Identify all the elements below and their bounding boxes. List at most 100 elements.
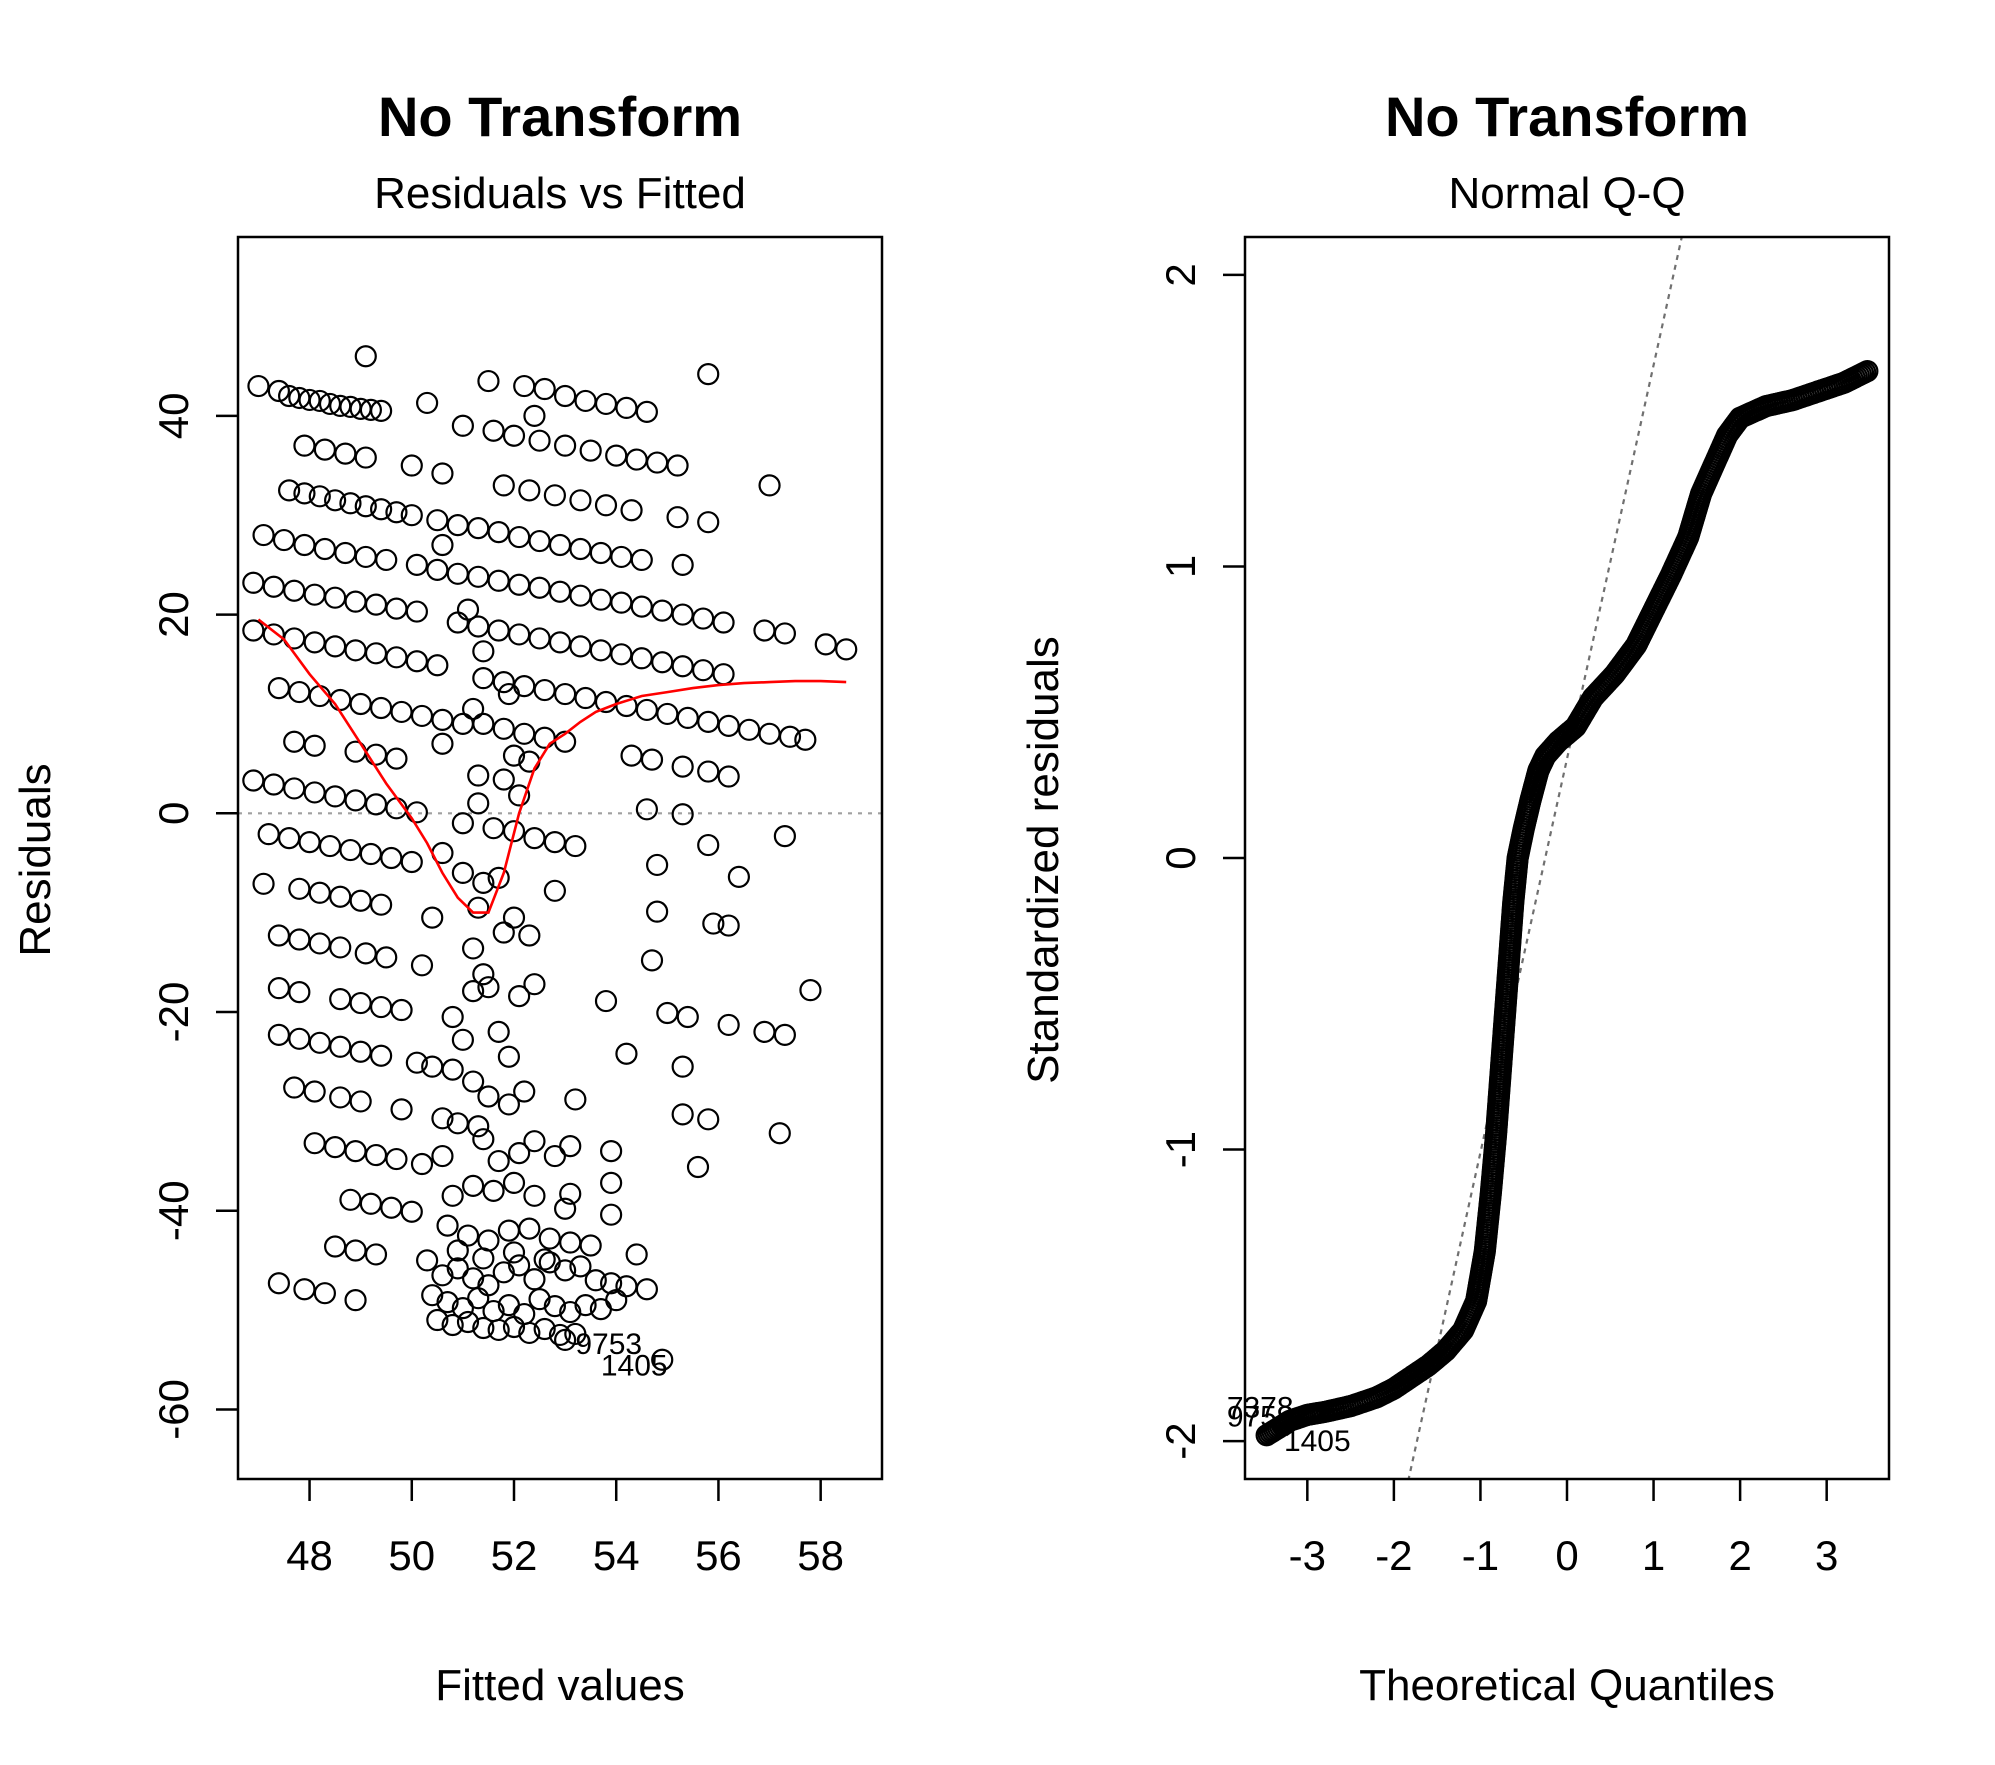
data-point (569, 537, 592, 561)
data-point (354, 545, 377, 569)
data-point (385, 597, 408, 620)
data-point (344, 590, 367, 613)
data-point (753, 1020, 776, 1043)
data-point (554, 384, 577, 408)
data-point (431, 708, 454, 731)
data-point (533, 377, 556, 401)
data-point (370, 893, 393, 916)
data-point (329, 936, 352, 959)
data-point (349, 991, 372, 1015)
x-tick-label: 50 (388, 1532, 435, 1579)
data-point (410, 704, 434, 728)
data-point (405, 1051, 428, 1074)
data-point (426, 654, 449, 677)
data-point (298, 388, 321, 412)
data-point (354, 495, 377, 518)
data-point (543, 831, 566, 854)
data-point (431, 533, 454, 557)
data-point (559, 1135, 582, 1158)
data-point (390, 1098, 413, 1121)
data-point (610, 643, 633, 666)
data-point (589, 541, 612, 565)
data-point (523, 1130, 546, 1153)
data-point (370, 498, 393, 521)
data-point (293, 533, 316, 557)
data-point (533, 1317, 556, 1341)
data-point (303, 1132, 326, 1155)
data-point (646, 451, 669, 474)
data-point (318, 834, 342, 858)
data-point (640, 949, 664, 972)
data-point (671, 803, 694, 826)
data-point (574, 389, 597, 413)
x-axis-title: Fitted values (435, 1661, 684, 1710)
x-axis-title: Theoretical Quantiles (1359, 1661, 1775, 1710)
x-tick-label: -1 (1462, 1532, 1499, 1579)
data-point (400, 1200, 423, 1223)
data-point (702, 912, 725, 935)
data-point (513, 722, 536, 745)
data-point (431, 1264, 454, 1287)
data-point (334, 442, 357, 465)
data-point (303, 631, 326, 654)
data-point (370, 399, 393, 422)
data-point (492, 717, 515, 740)
data-point (773, 825, 796, 848)
data-point (497, 1093, 520, 1116)
data-point (324, 785, 347, 808)
data-point (518, 924, 541, 947)
data-point (773, 1023, 796, 1046)
y-tick-label: -20 (150, 982, 197, 1043)
data-point (738, 718, 761, 741)
plot-frame (1243, 235, 1891, 1481)
data-point (477, 1085, 500, 1108)
data-point (257, 823, 280, 846)
data-point (508, 573, 531, 596)
data-point (370, 696, 393, 720)
data-point (370, 995, 393, 1019)
data-point (676, 706, 699, 730)
data-point (559, 1182, 582, 1205)
data-point (467, 896, 490, 919)
data-layer (238, 345, 882, 1371)
data-point (533, 678, 556, 702)
data-point (651, 1348, 674, 1371)
data-point (697, 710, 720, 733)
data-point (451, 812, 474, 835)
data-point (446, 1257, 469, 1280)
data-point (278, 827, 301, 850)
data-point (400, 504, 423, 527)
data-point (349, 889, 372, 912)
data-point (692, 659, 715, 682)
data-point (712, 611, 735, 634)
data-point (385, 646, 408, 669)
data-point (288, 877, 311, 900)
data-point (416, 391, 439, 415)
x-tick-label: -3 (1289, 1532, 1326, 1579)
data-point (482, 1179, 505, 1202)
data-point (344, 789, 367, 812)
data-point (467, 792, 490, 815)
data-point (564, 1088, 587, 1111)
data-point (364, 793, 388, 816)
data-point (646, 900, 669, 923)
data-point (635, 798, 658, 821)
y-tick-label: -40 (150, 1180, 197, 1241)
data-point (329, 1086, 352, 1109)
data-point (508, 784, 531, 807)
data-point (329, 987, 352, 1011)
data-point (426, 509, 449, 532)
data-point (242, 619, 265, 642)
data-point (533, 726, 556, 749)
data-point (288, 1027, 311, 1050)
data-point (283, 1076, 306, 1099)
data-point (533, 1248, 556, 1271)
data-point (758, 474, 781, 497)
data-point (492, 671, 515, 694)
data-point (697, 833, 720, 857)
data-point (635, 698, 658, 722)
data-point (242, 571, 265, 594)
data-point (502, 1241, 526, 1264)
data-point (727, 865, 750, 888)
